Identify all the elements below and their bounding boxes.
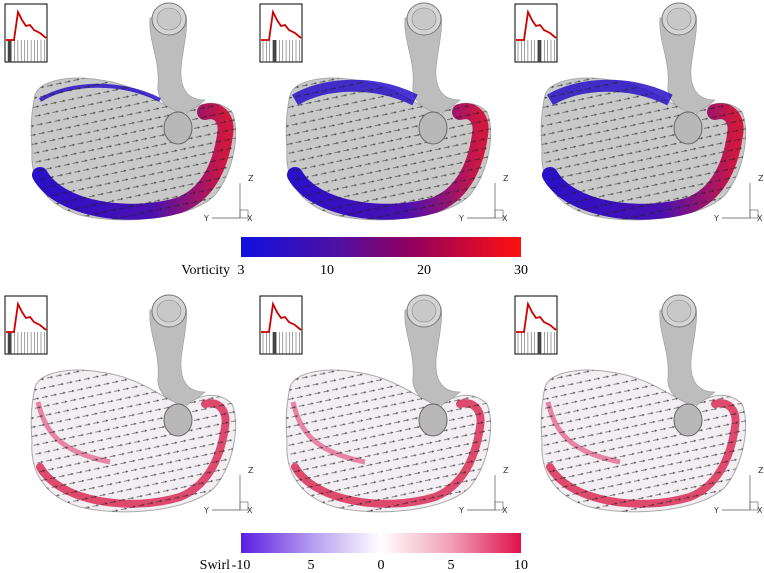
axis-label: Z	[503, 466, 509, 475]
axis-label: Z	[503, 174, 509, 183]
axis-box	[749, 501, 759, 511]
colorbar-tick-label: 5	[448, 558, 455, 573]
panel: Z Y X	[514, 2, 764, 223]
colorbar-tick-label: -10	[232, 558, 251, 573]
axis-box	[749, 209, 759, 219]
panel: Z Y X	[4, 294, 254, 515]
inset-curve	[6, 301, 47, 333]
axis-box	[239, 501, 249, 511]
colorbar-tick-label: 3	[238, 263, 245, 278]
valve	[418, 403, 448, 437]
axis-label: Z	[758, 174, 764, 183]
valve	[673, 403, 703, 437]
panel: Z Y X	[259, 294, 509, 515]
inset-frame	[4, 295, 48, 355]
axis-label: Y	[458, 506, 464, 515]
inset-curve	[261, 9, 302, 41]
axis-box	[239, 209, 249, 219]
colorbar-tick-label: 20	[417, 263, 431, 278]
axis-label: Y	[713, 214, 719, 223]
velocity-vectors	[541, 78, 746, 220]
axis-label: Z	[248, 174, 254, 183]
valve	[418, 111, 448, 145]
axis-label: X	[247, 214, 253, 223]
inset-marker	[8, 332, 11, 354]
colorbar-label: Swirl	[200, 558, 230, 573]
axis-label: X	[757, 214, 763, 223]
velocity-vectors	[31, 78, 236, 220]
swirl-colorbar	[241, 533, 521, 553]
inset-curve	[516, 9, 557, 41]
velocity-vectors	[541, 370, 746, 512]
colorbar-label: Vorticity	[181, 263, 230, 278]
vessel-opening	[156, 7, 182, 31]
inset-marker	[273, 332, 276, 354]
vessel-opening	[156, 299, 182, 323]
axis-label: Z	[248, 466, 254, 475]
panel: Z Y X	[259, 2, 509, 223]
vessel-opening	[411, 299, 437, 323]
inset-marker	[538, 40, 541, 62]
vorticity-colorbar	[241, 237, 521, 257]
axis-label: Y	[203, 506, 209, 515]
vessel-opening	[411, 7, 437, 31]
inset-curve	[261, 301, 302, 333]
inset-marker	[8, 40, 11, 62]
velocity-vectors	[286, 78, 491, 220]
axis-box	[494, 501, 504, 511]
axis-label: Y	[203, 214, 209, 223]
axis-label: X	[502, 214, 508, 223]
inset-marker	[273, 40, 276, 62]
colorbar-tick-label: 10	[320, 263, 334, 278]
vessel-opening	[666, 7, 692, 31]
axis-label: Z	[758, 466, 764, 475]
axis-label: X	[247, 506, 253, 515]
velocity-vectors	[286, 370, 491, 512]
colorbar-tick-label: 0	[378, 558, 385, 573]
axis-label: X	[502, 506, 508, 515]
valve	[673, 111, 703, 145]
colorbar-tick-label: 5	[308, 558, 315, 573]
valve	[163, 403, 193, 437]
colorbar-tick-label: 30	[514, 263, 528, 278]
inset-curve	[516, 301, 557, 333]
valve	[163, 111, 193, 145]
panel: Z Y X	[514, 294, 764, 515]
colorbar-tick-label: 10	[514, 558, 528, 573]
inset-marker	[538, 332, 541, 354]
axis-box	[494, 209, 504, 219]
axis-label: Y	[713, 506, 719, 515]
velocity-vectors	[31, 370, 236, 512]
inset-curve	[6, 9, 47, 41]
panel: Z Y X	[4, 2, 254, 223]
axis-label: Y	[458, 214, 464, 223]
vessel-opening	[666, 299, 692, 323]
axis-label: X	[757, 506, 763, 515]
panels: Z Y X Z Y X Z Y X Z Y X Z Y X Z Y X	[4, 2, 764, 515]
